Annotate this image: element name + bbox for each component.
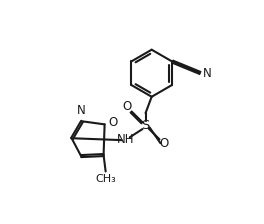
Text: NH: NH bbox=[117, 133, 135, 146]
Text: O: O bbox=[108, 116, 117, 129]
Text: O: O bbox=[122, 101, 131, 114]
Text: N: N bbox=[77, 104, 86, 117]
Text: CH₃: CH₃ bbox=[95, 174, 116, 185]
Text: S: S bbox=[141, 119, 150, 132]
Text: O: O bbox=[160, 137, 169, 150]
Text: N: N bbox=[202, 67, 211, 80]
